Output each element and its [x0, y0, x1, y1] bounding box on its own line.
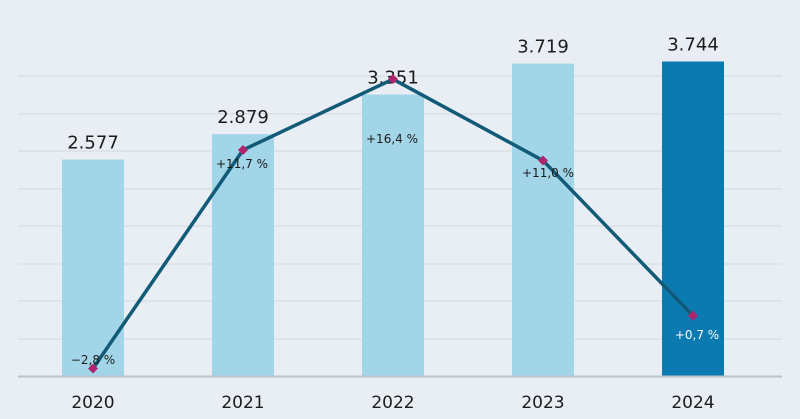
bar-2024: [662, 61, 724, 377]
x-tick-label: 2024: [671, 393, 714, 413]
bar-2023: [512, 63, 574, 376]
line-marker-2020: [88, 363, 98, 374]
line-value-label: −2,8 %: [71, 353, 115, 367]
bar-value-label: 2.879: [217, 107, 269, 128]
bar-value-label: 3.744: [667, 35, 719, 56]
line-marker-2021: [238, 144, 248, 155]
x-tick-label: 2023: [521, 393, 564, 413]
x-tick-label: 2022: [371, 393, 414, 413]
line-marker-2023: [538, 155, 548, 166]
bar-value-label: 3.719: [517, 37, 569, 58]
line-marker-2024: [688, 310, 698, 321]
x-tick-label: 2020: [71, 393, 114, 413]
bar-2021: [212, 134, 274, 376]
line-value-label: +0,7 %: [675, 328, 719, 342]
line-marker-2022: [388, 74, 398, 85]
bar-2022: [362, 94, 424, 377]
x-tick-label: 2021: [221, 393, 264, 413]
line-value-label: +11,0 %: [522, 166, 574, 180]
bar-2020: [62, 159, 124, 376]
line-value-label: +11,7 %: [216, 157, 268, 171]
line-value-label: +16,4 %: [366, 132, 418, 146]
bar-value-label: 2.577: [67, 133, 119, 154]
